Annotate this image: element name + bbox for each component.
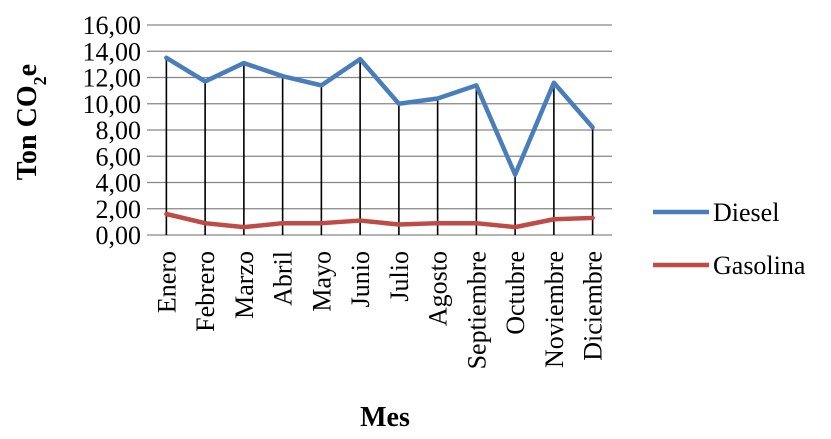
x-tick-label: Marzo — [230, 251, 259, 319]
x-tick-label: Junio — [346, 251, 375, 307]
data-point — [358, 219, 362, 223]
grid-lines — [147, 24, 612, 236]
y-tick-label: 10,00 — [83, 90, 142, 119]
data-point — [397, 223, 401, 226]
series-line-diesel — [164, 55, 595, 177]
data-point — [591, 125, 595, 129]
x-axis-title: Mes — [360, 402, 410, 433]
data-point — [242, 225, 246, 229]
y-axis-title: Ton CO2e — [12, 64, 50, 180]
y-tick-label: 0,00 — [96, 221, 142, 250]
y-tick-label: 14,00 — [83, 37, 142, 66]
data-point — [319, 83, 323, 87]
data-point — [281, 74, 285, 78]
data-point — [436, 221, 440, 225]
x-tick-label: Octubre — [501, 251, 530, 335]
drop-lines — [165, 57, 594, 235]
x-tick-label: Diciembre — [579, 251, 608, 361]
data-point — [552, 81, 556, 85]
series-lines — [164, 55, 595, 230]
y-axis-title-main: Ton CO — [12, 85, 43, 180]
data-point — [513, 225, 517, 229]
data-point — [397, 102, 401, 106]
x-tick-label: Mayo — [307, 251, 336, 312]
x-tick-label: Febrero — [191, 251, 220, 332]
data-point — [319, 221, 323, 225]
y-tick-label: 4,00 — [96, 169, 142, 198]
x-tick-label: Julio — [385, 251, 414, 302]
data-point — [474, 221, 478, 225]
data-point — [552, 217, 556, 221]
data-point — [164, 212, 168, 216]
data-point — [513, 173, 517, 177]
data-point — [358, 57, 362, 61]
y-tick-label: 16,00 — [83, 11, 142, 40]
data-point — [203, 79, 207, 83]
legend: Diesel Gasolina — [653, 198, 806, 280]
y-tick-label: 6,00 — [96, 142, 142, 171]
data-point — [474, 83, 478, 87]
y-tick-label: 2,00 — [96, 195, 142, 224]
x-tick-label: Septiembre — [462, 251, 491, 369]
legend-label-gasolina: Gasolina — [713, 251, 806, 280]
y-axis-title-subscript: 2 — [30, 76, 50, 85]
data-point — [281, 221, 285, 225]
x-tick-label: Abril — [269, 251, 298, 306]
legend-label-diesel: Diesel — [713, 198, 779, 227]
y-tick-label: 12,00 — [83, 64, 142, 93]
series-line-gasolina — [164, 211, 595, 230]
data-point — [164, 56, 168, 60]
x-tick-label: Noviembre — [540, 251, 569, 368]
x-tick-label: Enero — [152, 251, 181, 313]
x-tick-labels: Enero Febrero Marzo Abril Mayo Junio Julio Agos… — [152, 251, 607, 369]
y-tick-label: 8,00 — [96, 116, 142, 145]
data-point — [203, 221, 207, 225]
y-axis-title-tail: e — [12, 64, 43, 76]
x-tick-label: Agosto — [424, 251, 453, 326]
data-point — [436, 97, 440, 100]
data-point — [591, 216, 595, 220]
data-point — [242, 61, 246, 65]
